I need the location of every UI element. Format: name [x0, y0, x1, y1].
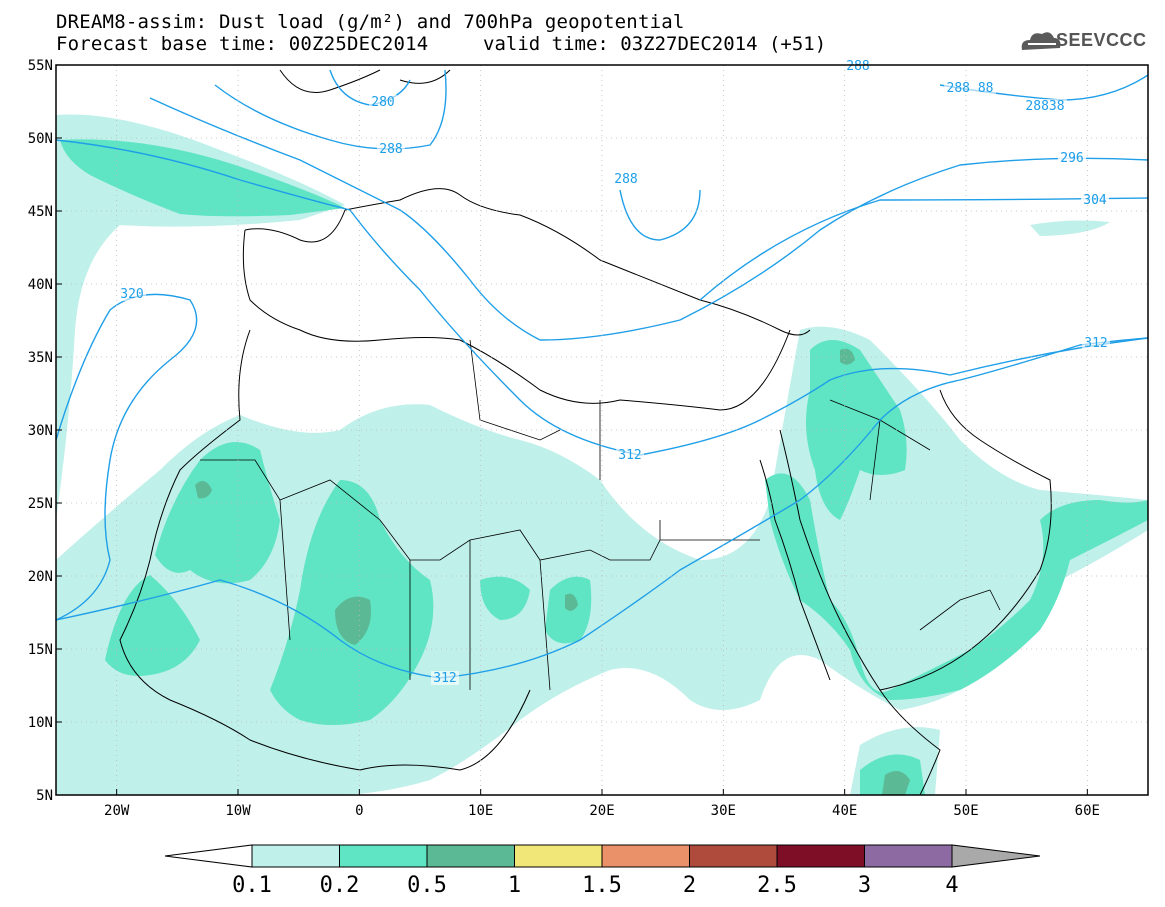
lon-label: 20E [589, 803, 614, 819]
colorbar-tick-label: 2 [683, 873, 696, 898]
contour-label: 320 [120, 287, 143, 302]
colorbar-tick-label: 4 [945, 873, 958, 898]
contour-label: 288 [846, 59, 869, 74]
logo-text: SEEVCCC [1056, 30, 1147, 50]
colorbar-tick-label: 2.5 [757, 873, 797, 898]
colorbar-tick-label: 3 [858, 873, 871, 898]
contour-label: 312 [433, 671, 456, 686]
lat-label: 55N [28, 58, 53, 74]
contour-labels: 280 288 288 296 304 312 312 312 320 288 288 88 2883… [118, 59, 1110, 686]
lon-axis: 20W 10W 0 10E 20E 30E 40E 50E 60E [104, 789, 1100, 819]
colorbar-tick-label: 0.5 [407, 873, 447, 898]
contour-label: 28838 [1025, 99, 1064, 114]
lon-label: 20W [104, 803, 130, 819]
contour-label: 288 [379, 142, 402, 157]
colorbar-segment [251, 844, 340, 868]
colorbar-tick-label: 1.5 [582, 873, 622, 898]
lat-label: 20N [28, 569, 53, 585]
contour-label: 296 [1060, 151, 1083, 166]
lat-label: 15N [28, 642, 53, 658]
cloud-icon [1021, 32, 1061, 50]
colorbar [164, 844, 1041, 868]
valid-time: valid time: 03Z27DEC2014 (+51) [483, 33, 827, 55]
lon-label: 30E [711, 803, 736, 819]
lat-label: 10N [28, 715, 53, 731]
colorbar-segment [514, 844, 603, 868]
lon-label: 40E [832, 803, 857, 819]
colorbar-tick-label: 1 [508, 873, 521, 898]
colorbar-segment [426, 844, 515, 868]
lon-label: 0 [355, 803, 363, 819]
dust-heavy-layer [195, 348, 910, 795]
colorbar-tick-label: 0.1 [232, 873, 272, 898]
forecast-base-time: Forecast base time: 00Z25DEC2014 [56, 33, 429, 55]
lat-label: 30N [28, 423, 53, 439]
contour-label: 280 [371, 95, 394, 110]
colorbar-ticks: 0.1 0.2 0.5 1 1.5 2 2.5 3 4 [232, 873, 959, 898]
colorbar-segment [776, 844, 865, 868]
contour-label: 312 [618, 448, 641, 463]
colorbar-high-arrow [951, 844, 1041, 868]
coastlines [119, 69, 1052, 796]
contour-label: 288 [614, 172, 637, 187]
lat-label: 40N [28, 277, 53, 293]
graticule [56, 65, 1148, 795]
lon-label: 10W [225, 803, 251, 819]
lon-label: 60E [1075, 803, 1100, 819]
lon-label: 50E [953, 803, 978, 819]
colorbar-low-arrow [164, 844, 253, 868]
colorbar-segment [689, 844, 778, 868]
lat-label: 45N [28, 204, 53, 220]
lat-axis: 55N 50N 45N 40N 35N 30N 25N 20N 15N 10N 5N [28, 58, 62, 804]
colorbar-segment [601, 844, 690, 868]
lat-label: 50N [28, 131, 53, 147]
lat-label: 5N [36, 788, 53, 804]
lat-label: 35N [28, 350, 53, 366]
lon-label: 10E [468, 803, 493, 819]
map-title: DREAM8-assim: Dust load (g/m²) and 700hP… [56, 11, 685, 33]
colorbar-segment [864, 844, 953, 868]
contour-label: 312 [1084, 336, 1107, 351]
borders [200, 339, 1001, 691]
contour-label: 304 [1083, 193, 1107, 208]
contour-label: 288 88 [947, 81, 994, 96]
geopotential-contours [55, 69, 1149, 679]
colorbar-segment [339, 844, 428, 868]
colorbar-tick-label: 0.2 [320, 873, 360, 898]
lat-label: 25N [28, 496, 53, 512]
